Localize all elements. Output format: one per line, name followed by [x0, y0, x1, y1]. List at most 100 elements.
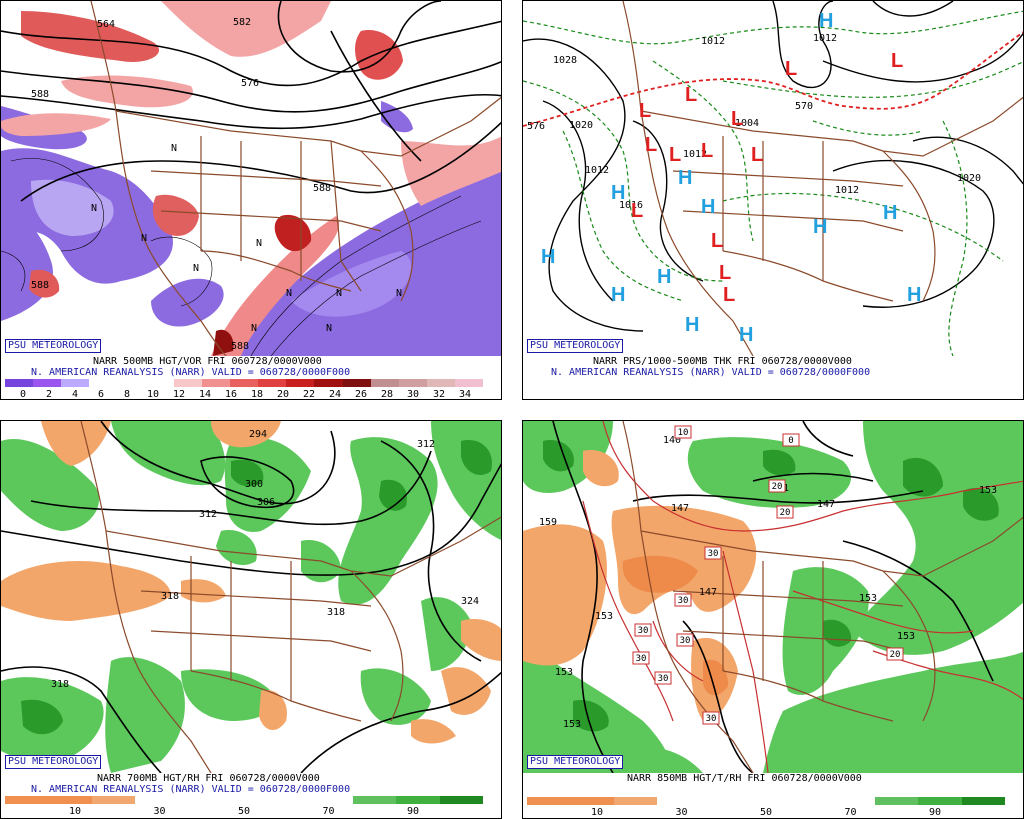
- contour-label: 153: [897, 631, 915, 642]
- vorticity-red-area: [213, 329, 234, 356]
- colorbar-swatch: [201, 379, 230, 387]
- low-pressure-marker: L: [669, 144, 681, 166]
- high-pressure-marker: H: [657, 266, 671, 288]
- high-pressure-marker: H: [739, 324, 753, 346]
- psu-meteorology-badge: PSU METEOROLOGY: [527, 755, 624, 769]
- high-pressure-marker: H: [819, 10, 833, 32]
- psu-meteorology-badge: PSU METEOROLOGY: [5, 755, 102, 769]
- contour-label: 300: [245, 479, 263, 490]
- colorbar-swatch: [91, 796, 136, 804]
- contour-label: 153: [859, 593, 877, 604]
- contour-label: 140: [663, 435, 681, 446]
- vorticity-red-area: [29, 269, 60, 298]
- temperature-label-box: 30: [674, 593, 692, 607]
- vorticity-red-area: [21, 11, 160, 62]
- coastlines-borders: [622, 421, 1023, 773]
- svg-text:30: 30: [658, 674, 669, 684]
- svg-text:20: 20: [780, 508, 791, 518]
- colorbar-swatch: [5, 796, 49, 804]
- contour-label: 1020: [569, 120, 593, 131]
- contour-label: 318: [51, 679, 69, 690]
- high-pressure-marker: H: [701, 196, 715, 218]
- contour-label: 318: [327, 607, 345, 618]
- contour-label: 147: [671, 503, 689, 514]
- colorbar-tick-label: 24: [328, 389, 342, 400]
- high-pressure-marker: H: [541, 246, 555, 268]
- caption-valid: N. AMERICAN REANALYSIS (NARR) VALID = 06…: [31, 367, 351, 378]
- temperature-label-box: 30: [702, 711, 720, 725]
- svg-text:30: 30: [680, 636, 691, 646]
- temperature-label-box: 20: [768, 479, 786, 493]
- vorticity-min-marker: N: [251, 323, 257, 334]
- colorbar-swatch: [439, 796, 483, 804]
- colorbar-tick-label: 34: [458, 389, 472, 400]
- coastlines-borders: [622, 1, 1023, 356]
- humidity-moist-areas: [523, 421, 1023, 773]
- colorbar-swatch: [258, 379, 287, 387]
- temperature-label-box: 20: [886, 647, 904, 661]
- colorbar-tick-label: 50: [237, 806, 251, 817]
- humidity-very-moist-areas: [543, 440, 999, 732]
- colorbar-swatch: [33, 379, 62, 387]
- isobars: [523, 1, 1023, 332]
- svg-text:30: 30: [638, 626, 649, 636]
- contour-label: 147: [699, 587, 717, 598]
- svg-text:30: 30: [678, 596, 689, 606]
- vorticity-min-marker: N: [326, 323, 332, 334]
- humidity-very-moist-areas: [21, 440, 492, 735]
- vorticity-min-marker: N: [256, 238, 262, 249]
- colorbar-tick-label: 6: [97, 389, 105, 400]
- contour-label: 576: [527, 121, 545, 132]
- vorticity-red-area: [1, 113, 111, 136]
- colorbar-swatch: [918, 797, 962, 805]
- caption-title: NARR 850MB HGT/T/RH FRI 060728/0000V000: [627, 773, 862, 784]
- colorbar-swatch: [314, 379, 343, 387]
- caption-valid: N. AMERICAN REANALYSIS (NARR) VALID = 06…: [551, 367, 871, 378]
- colorbar-swatch: [309, 796, 353, 804]
- contour-label: 147: [817, 499, 835, 510]
- colorbar-ticks: 0 2 4 6 8 10 12 14 16 18 20 22 24 26 28 30 32 34: [5, 389, 483, 400]
- colorbar-swatch: [744, 797, 788, 805]
- thickness-570-line: [523, 31, 1023, 127]
- contour-label: 153: [555, 667, 573, 678]
- colorbar-swatch: [222, 796, 266, 804]
- vorticity-min-marker: N: [286, 288, 292, 299]
- vorticity-light-purple: [291, 251, 412, 317]
- svg-text:30: 30: [708, 549, 719, 559]
- colorbar-swatch: [145, 379, 174, 387]
- contour-label: 318: [161, 591, 179, 602]
- colorbar-swatch: [657, 797, 701, 805]
- caption-title: NARR 700MB HGT/RH FRI 060728/0000V000: [97, 773, 320, 784]
- colorbar: [527, 797, 1005, 805]
- colorbar-ticks: 10 30 50 70 90: [5, 806, 483, 818]
- colorbar-swatch: [570, 797, 614, 805]
- contour-label: 153: [563, 719, 581, 730]
- svg-text:0: 0: [788, 436, 793, 446]
- contour-label: 1016: [619, 200, 643, 211]
- low-pressure-marker: L: [639, 100, 651, 122]
- colorbar-tick-label: 90: [928, 807, 942, 818]
- vorticity-min-marker: N: [396, 288, 402, 299]
- colorbar-tick-label: 4: [71, 389, 79, 400]
- coastlines-borders: [90, 1, 501, 356]
- colorbar-swatch: [396, 796, 440, 804]
- contour-label: 1012: [585, 165, 609, 176]
- high-pressure-marker: H: [883, 202, 897, 224]
- svg-text:30: 30: [636, 654, 647, 664]
- colorbar-tick-label: 0: [19, 389, 27, 400]
- colorbar-swatch: [173, 379, 202, 387]
- colorbar-swatch: [286, 379, 315, 387]
- height-contours: [1, 421, 501, 773]
- low-pressure-marker: L: [685, 84, 697, 106]
- low-pressure-marker: L: [631, 200, 643, 222]
- high-pressure-marker: H: [813, 216, 827, 238]
- colorbar-tick-label: 30: [675, 807, 688, 818]
- colorbar-tick-label: 28: [380, 389, 394, 400]
- contour-label: 1012: [683, 149, 707, 160]
- colorbar-swatch: [89, 379, 118, 387]
- thickness-contours: [523, 10, 1023, 356]
- contour-label: 306: [257, 497, 275, 508]
- temperature-label-box: 30: [676, 633, 694, 647]
- svg-text:20: 20: [772, 482, 783, 492]
- contour-label: 588: [313, 183, 331, 194]
